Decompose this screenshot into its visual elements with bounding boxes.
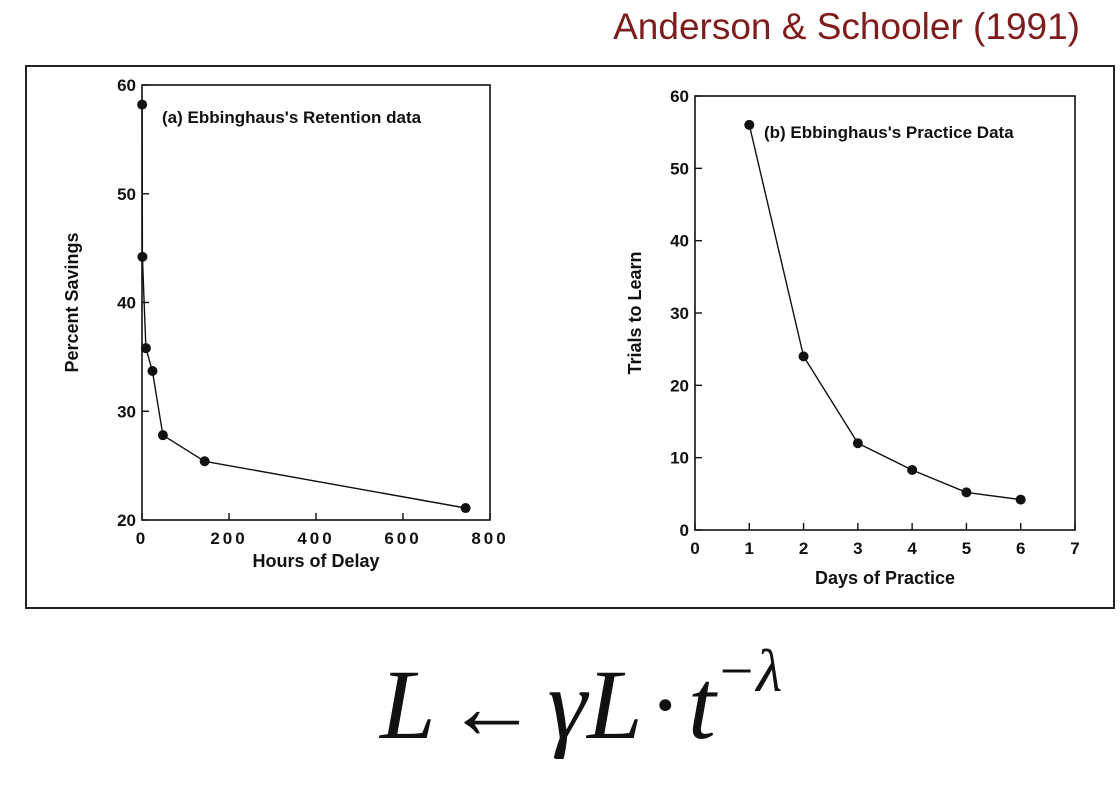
data-point xyxy=(199,456,210,467)
y-axis-label: Trials to Learn xyxy=(625,251,645,374)
y-tick-label: 60 xyxy=(670,87,689,106)
y-tick-label: 60 xyxy=(117,76,136,95)
data-point xyxy=(744,119,755,130)
x-tick-label: 400 xyxy=(297,529,334,548)
plot-frame xyxy=(694,95,1076,531)
figure-frame xyxy=(25,65,1115,609)
formula-arrow: ← xyxy=(445,656,538,758)
x-tick-label: 0 xyxy=(690,539,699,558)
data-point xyxy=(460,503,471,514)
chart-title: (b) Ebbinghaus's Practice Data xyxy=(764,123,1014,142)
formula-exponent: −λ xyxy=(715,638,783,704)
x-tick-label: 0 xyxy=(136,529,148,548)
y-tick-label: 50 xyxy=(117,185,136,204)
x-tick-label: 6 xyxy=(1016,539,1025,558)
x-tick-label: 7 xyxy=(1070,539,1079,558)
x-tick-label: 3 xyxy=(853,539,862,558)
formula-lhs: L xyxy=(380,649,436,760)
formula-t: t xyxy=(687,649,716,760)
data-point xyxy=(852,438,863,449)
formula-l2: L xyxy=(587,649,643,760)
series-line xyxy=(141,104,466,509)
data-point xyxy=(157,430,168,441)
x-tick-label: 600 xyxy=(384,529,421,548)
x-tick-label: 800 xyxy=(471,529,508,548)
y-tick-label: 20 xyxy=(117,511,136,530)
y-tick-label: 30 xyxy=(117,402,136,421)
formula: L ← γL·t−λ xyxy=(380,641,782,758)
y-tick-label: 0 xyxy=(680,521,689,540)
data-point xyxy=(1015,494,1026,505)
x-tick-label: 5 xyxy=(962,539,971,558)
data-point xyxy=(147,366,158,377)
x-axis-label: Days of Practice xyxy=(815,568,955,588)
y-tick-label: 50 xyxy=(670,159,689,178)
y-axis-label: Percent Savings xyxy=(62,232,82,372)
data-point xyxy=(798,351,809,362)
citation: Anderson & Schooler (1991) xyxy=(613,6,1080,47)
data-point xyxy=(961,487,972,498)
x-tick-label: 2 xyxy=(799,539,808,558)
y-tick-label: 30 xyxy=(670,304,689,323)
y-tick-label: 40 xyxy=(670,232,689,251)
x-axis-label: Hours of Delay xyxy=(252,551,379,571)
formula-dot: · xyxy=(648,649,682,760)
data-point xyxy=(137,99,148,110)
data-point xyxy=(907,464,918,475)
chart-b: 0 10 20 30 40 50 60 0 1 2 3 4 5 6 7 (b) Ebbinghaus's Pr… xyxy=(625,87,1080,588)
chart-title: (a) Ebbinghaus's Retention data xyxy=(162,108,422,127)
y-tick-label: 40 xyxy=(117,294,136,313)
data-point xyxy=(137,251,148,262)
series-line xyxy=(748,124,1021,501)
data-point xyxy=(140,343,151,354)
x-tick-label: 4 xyxy=(907,539,917,558)
y-tick-label: 10 xyxy=(670,449,689,468)
formula-gamma: γ xyxy=(547,649,588,760)
y-tick-label: 20 xyxy=(670,376,689,395)
x-tick-label: 200 xyxy=(210,529,247,548)
x-tick-label: 1 xyxy=(745,539,754,558)
